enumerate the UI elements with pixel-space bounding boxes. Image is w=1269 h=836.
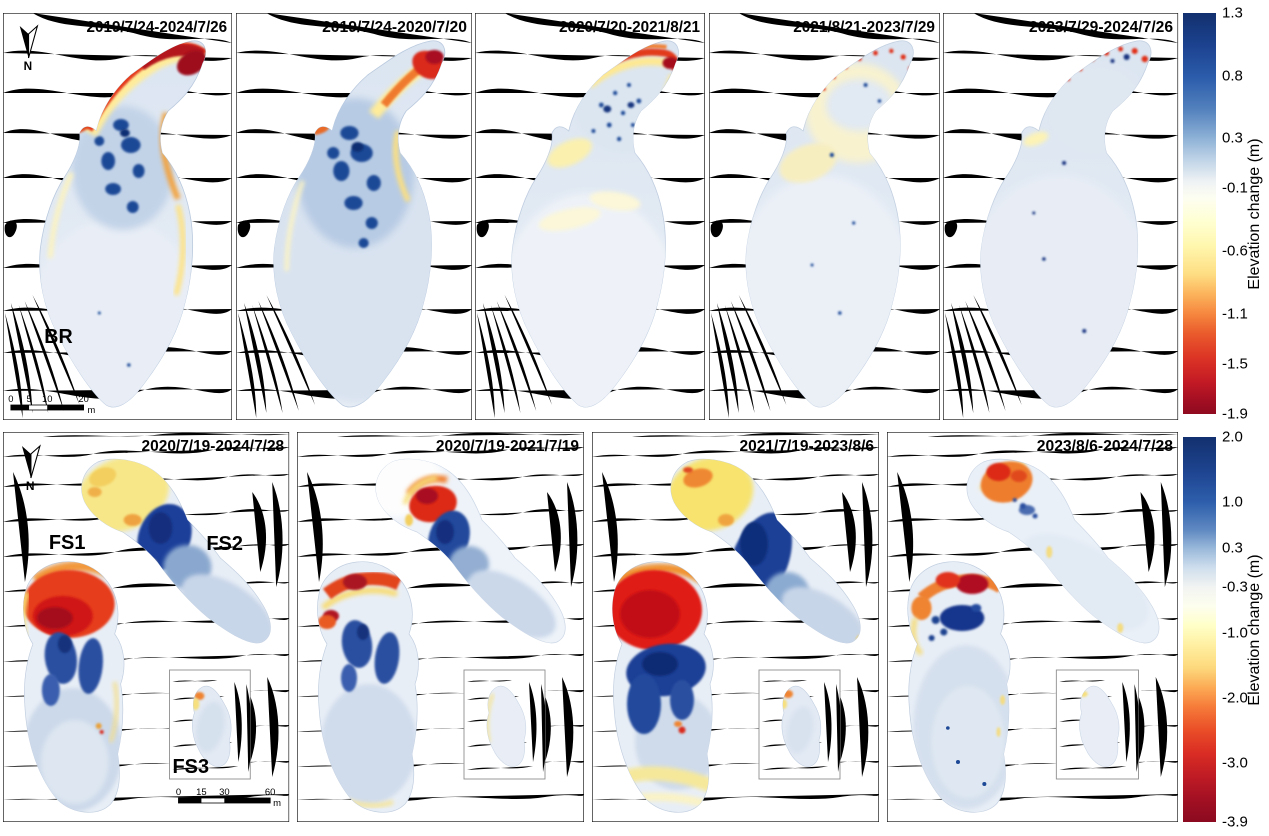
panel-br-2019-2020: 2019/7/24-2020/7/20 [236,13,472,420]
colorbar-tick: -3.9 [1222,813,1248,831]
colorbar-axis-label: Elevation change (m) [1246,137,1263,290]
panel-fs-2020-2024: N FS1 FS2 FS3 0 15 30 60 m 2020/7/19-202… [3,432,289,822]
site-label-fs2: FS2 [206,533,243,555]
colorbar-tick: -1.5 [1222,355,1248,373]
north-label: N [24,59,33,73]
scale-bar: 0 15 30 60 m [176,787,281,809]
panel-title: 2023/8/6-2024/7/28 [1037,438,1174,455]
fs1-elevation-overlay [318,572,417,808]
colorbar-tick: -0.6 [1222,242,1248,260]
panel-title: 2020/7/20-2021/8/21 [559,19,700,36]
colorbar-gradient [1183,13,1216,414]
colorbar-tick: -1.9 [1222,405,1248,423]
panel-title: 2019/7/24-2024/7/26 [87,19,228,36]
panel-br-2019-2024: N BR 0 5 10 20 m 2019/7/24-2024/7/26 [3,13,233,420]
svg-text:20: 20 [78,393,88,404]
panel-title: 2023/7/29-2024/7/26 [1029,19,1174,36]
panel-br-2021-2023: 2021/8/21-2023/7/29 [709,13,940,420]
colorbar-tick: 0.3 [1222,129,1243,147]
panel-fs-2023-2024: 2023/8/6-2024/7/28 [887,432,1179,822]
panel-br-2023-2024: 2023/7/29-2024/7/26 [943,13,1179,420]
panel-title: 2021/7/19-2023/8/6 [740,438,875,455]
site-label-br: BR [44,326,72,348]
fs2-elevation-overlay [979,461,1149,633]
svg-text:15: 15 [196,787,207,798]
colorbar-tick: -2.0 [1222,689,1248,707]
scale-bar: 0 5 10 20 m [8,393,95,415]
panel-fs-2021-2023: 2021/7/19-2023/8/6 [592,432,879,822]
colorbar-gradient [1183,437,1216,822]
colorbar-tick: 1.3 [1222,4,1243,22]
fs3-inset [463,669,546,780]
fs3-inset [1055,669,1139,780]
site-label-fs1: FS1 [49,532,86,554]
colorbar-bottom: 2.0 1.0 0.3 -0.3 -1.0 -2.0 -3.0 -3.9 Ele… [1183,429,1269,831]
panel-title: 2020/7/19-2024/7/28 [142,438,285,455]
colorbar-tick: -1.1 [1222,305,1248,323]
elevation-change-overlay [273,50,445,403]
colorbar-tick: -3.0 [1222,754,1248,772]
colorbar-tick: 1.0 [1222,493,1243,511]
svg-text:10: 10 [42,393,52,404]
fs1-elevation-overlay [910,572,1011,809]
colorbar-tick: -1.0 [1222,624,1248,642]
scale-bar-unit: m [273,798,281,809]
colorbar-top: 1.3 0.8 0.3 -0.1 -0.6 -1.1 -1.5 -1.9 Ele… [1183,5,1269,423]
fs3-inset [758,669,841,780]
svg-text:0: 0 [176,787,181,798]
svg-text:30: 30 [219,787,230,798]
panel-fs-2020-2021: 2020/7/19-2021/7/19 [297,432,584,822]
svg-text:5: 5 [26,393,31,404]
scale-bar-unit: m [88,404,96,415]
svg-text:60: 60 [265,787,276,798]
panel-title: 2019/7/24-2020/7/20 [322,19,467,36]
fs2-elevation-overlay [81,459,271,643]
panel-title: 2021/8/21-2023/7/29 [793,19,935,36]
colorbar-tick: 2.0 [1222,428,1243,446]
colorbar-tick: 0.3 [1222,539,1243,557]
colorbar-tick: -0.1 [1222,179,1248,197]
north-label: N [26,479,35,493]
svg-text:0: 0 [8,393,13,404]
colorbar-tick: 0.8 [1222,67,1243,85]
colorbar-tick: -0.3 [1222,578,1248,596]
fs3-inset [169,669,251,780]
panel-title: 2020/7/19-2021/7/19 [436,438,579,455]
colorbar-axis-label: Elevation change (m) [1246,553,1263,706]
panel-br-2020-2021: 2020/7/20-2021/8/21 [475,13,705,420]
site-label-fs3: FS3 [172,756,209,778]
